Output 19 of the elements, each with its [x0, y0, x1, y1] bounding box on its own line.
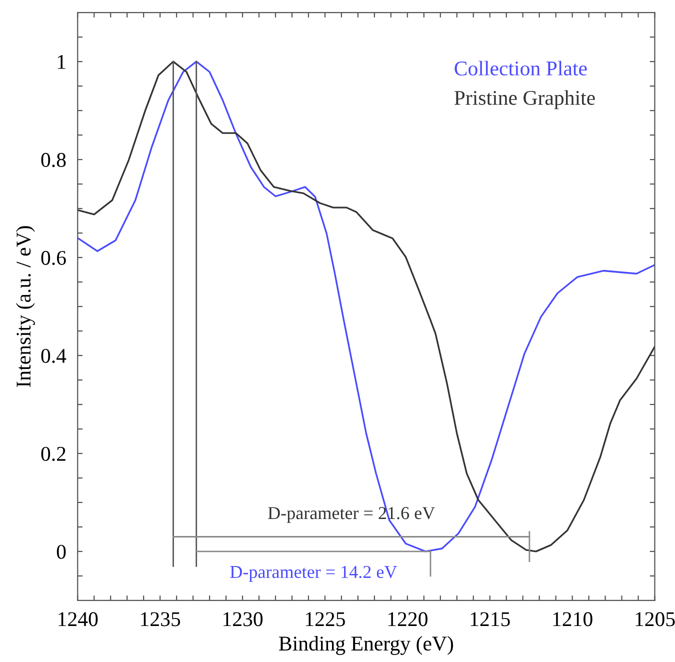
x-tick-label: 1205 [636, 612, 675, 626]
x-tick-label: 1220 [388, 612, 428, 626]
y-tick-label: 0.6 [41, 250, 66, 266]
y-tick-label: 0.4 [41, 348, 66, 364]
x-tick-label: 1235 [141, 612, 180, 626]
y-axis-title: Intensity (a.u. / eV) [16, 226, 35, 388]
x-axis-title: Binding Energy (eV) [279, 636, 454, 655]
x-tick-label: 1230 [224, 612, 263, 626]
x-tick-label: 1240 [58, 612, 98, 626]
y-tick-label: 0 [56, 544, 66, 559]
x-tick-label: 1210 [553, 612, 592, 626]
text: Pristine Graphite [454, 90, 595, 110]
text: Collection Plate [454, 60, 587, 76]
y-tick-label: 1 [58, 55, 66, 69]
annotation: D-parameter = 14.2 eV [230, 566, 398, 582]
y-tick-label: 0.8 [41, 152, 66, 168]
y-tick-label: 0.2 [41, 446, 66, 461]
x-tick-label: 1225 [306, 612, 345, 626]
x-tick-label: 1215 [470, 612, 510, 626]
